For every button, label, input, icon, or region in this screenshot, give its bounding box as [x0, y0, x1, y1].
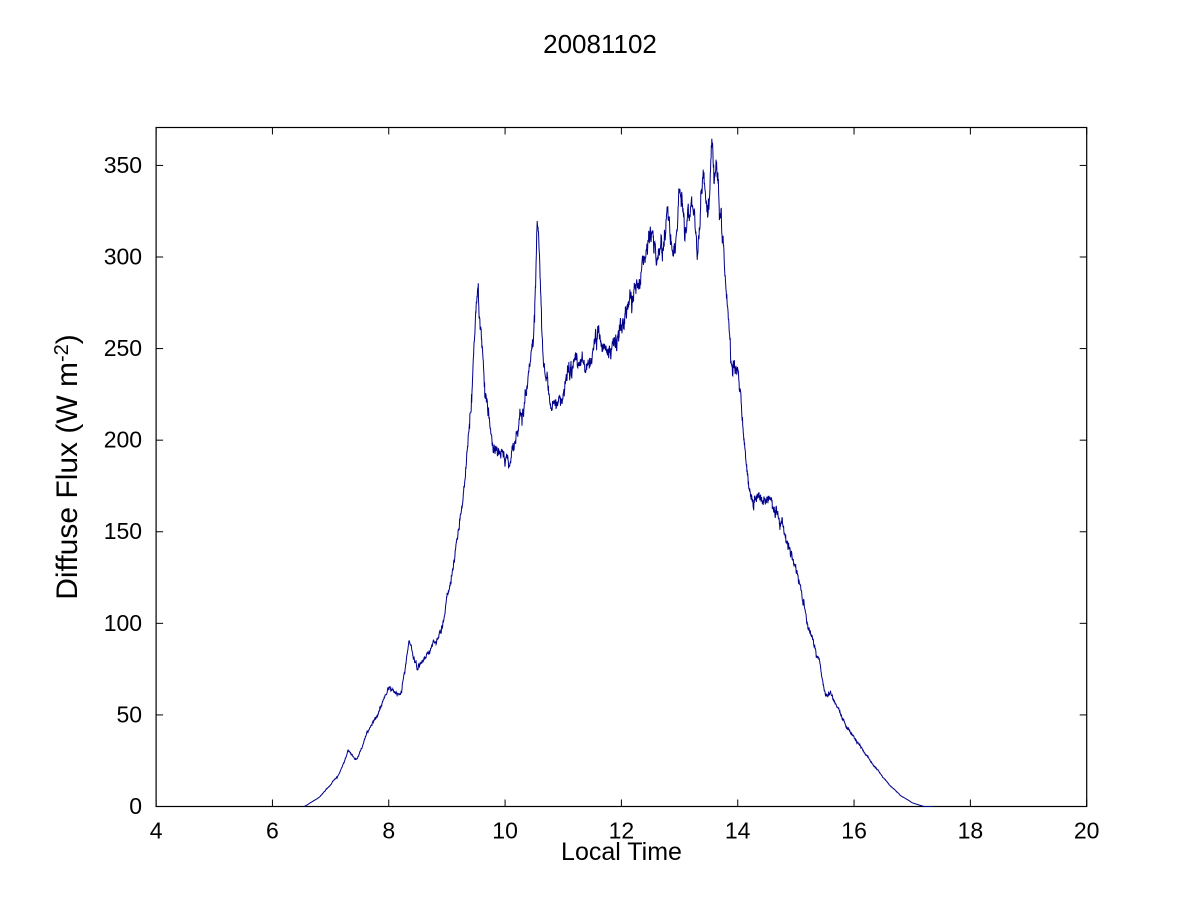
svg-text:350: 350 — [104, 152, 142, 178]
svg-text:250: 250 — [104, 335, 142, 361]
svg-text:200: 200 — [104, 427, 142, 453]
svg-text:150: 150 — [104, 518, 142, 544]
svg-text:14: 14 — [725, 818, 751, 844]
svg-text:10: 10 — [492, 818, 518, 844]
svg-text:100: 100 — [104, 610, 142, 636]
svg-text:50: 50 — [117, 701, 143, 727]
svg-text:6: 6 — [266, 818, 279, 844]
svg-text:20: 20 — [1074, 818, 1100, 844]
svg-text:18: 18 — [958, 818, 984, 844]
svg-text:0: 0 — [129, 793, 142, 819]
svg-text:16: 16 — [841, 818, 867, 844]
svg-text:300: 300 — [104, 244, 142, 270]
svg-text:Diffuse Flux (W m-2): Diffuse Flux (W m-2) — [51, 334, 84, 600]
svg-text:12: 12 — [609, 818, 635, 844]
svg-text:4: 4 — [150, 818, 163, 844]
svg-text:8: 8 — [382, 818, 395, 844]
